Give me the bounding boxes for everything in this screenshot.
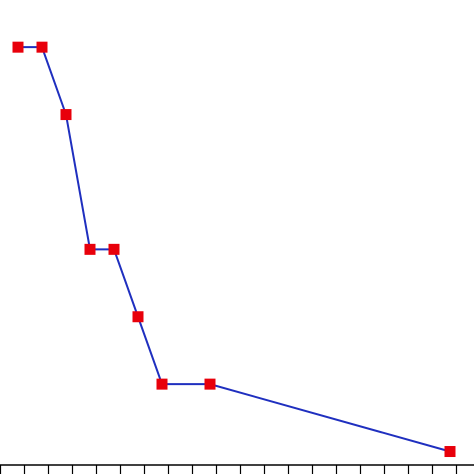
data-point-layer (12, 41, 456, 458)
data-point-0-4 (108, 243, 120, 255)
data-point-0-3 (84, 243, 96, 255)
series-line-0 (18, 46, 451, 453)
data-point-0-6 (156, 378, 168, 390)
x-axis (0, 464, 474, 474)
data-point-0-8 (444, 446, 456, 458)
data-point-0-2 (60, 109, 72, 121)
data-point-0-1 (36, 41, 48, 53)
data-point-0-0 (12, 41, 24, 53)
data-point-0-5 (132, 311, 144, 323)
series-line-layer (18, 46, 451, 453)
data-point-0-7 (204, 378, 216, 390)
